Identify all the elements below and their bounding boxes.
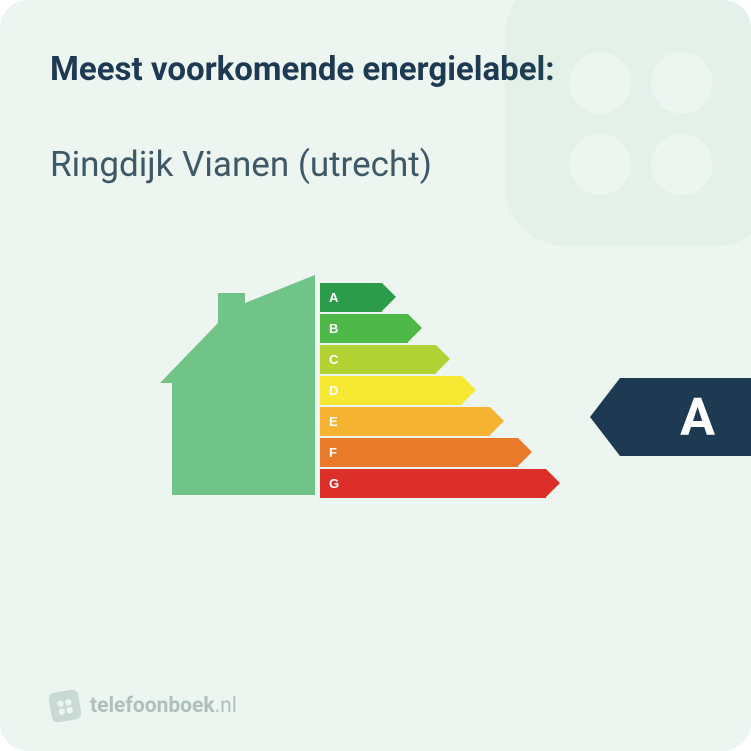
- energy-bar-letter: A: [329, 290, 338, 305]
- energy-bar-letter: D: [329, 383, 338, 398]
- energy-bar-letter: B: [329, 321, 338, 336]
- watermark-icon: [471, 0, 751, 280]
- result-badge-arrow: [590, 378, 620, 456]
- house-icon: [160, 275, 315, 495]
- energy-bar-letter: E: [329, 414, 338, 429]
- footer: telefoonboek.nl: [50, 691, 237, 721]
- energy-bars: A B C D E F G: [320, 283, 580, 500]
- energy-bar-letter: F: [329, 445, 337, 460]
- footer-brand: telefoonboek.nl: [90, 694, 237, 718]
- energy-bar-e: E: [320, 407, 580, 436]
- result-letter: A: [680, 387, 715, 448]
- result-badge: A: [620, 378, 751, 456]
- footer-brand-light: .nl: [215, 694, 237, 718]
- energy-bar-b: B: [320, 314, 580, 343]
- energy-bar-g: G: [320, 469, 580, 498]
- footer-brand-bold: telefoonboek: [90, 694, 215, 718]
- energy-label-card: Meest voorkomende energielabel: Ringdijk…: [0, 0, 751, 751]
- energy-bar-f: F: [320, 438, 580, 467]
- energy-bar-letter: G: [329, 476, 339, 491]
- footer-logo-icon: [48, 689, 83, 724]
- energy-bar-a: A: [320, 283, 580, 312]
- energy-bar-c: C: [320, 345, 580, 374]
- energy-bar-d: D: [320, 376, 580, 405]
- card-title: Meest voorkomende energielabel:: [50, 50, 701, 89]
- card-subtitle: Ringdijk Vianen (utrecht): [50, 144, 701, 185]
- energy-bar-letter: C: [329, 352, 338, 367]
